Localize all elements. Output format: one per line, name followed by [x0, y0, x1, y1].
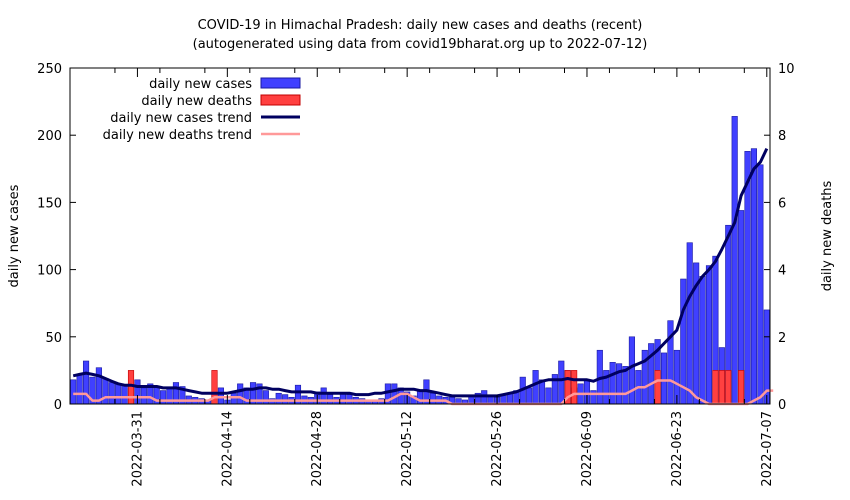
- cases-bar: [70, 379, 77, 405]
- cases-bar: [609, 362, 616, 405]
- cases-bar: [757, 164, 764, 405]
- y-axis-left: 0 50 100 150 200 250: [37, 62, 76, 413]
- legend-label-cases-trend: daily new cases trend: [110, 111, 252, 126]
- cases-bar: [282, 394, 289, 405]
- cases-bar: [686, 242, 693, 405]
- cases-bar: [275, 392, 282, 405]
- y-axis-right: 0 2 4 6 8 10: [764, 62, 795, 413]
- cases-bar: [327, 394, 334, 405]
- deaths-bar: [654, 370, 661, 405]
- cases-trend-line: [72, 147, 769, 398]
- x-tick-label: 2022-06-09: [580, 411, 595, 487]
- y2-tick-label: 0: [778, 398, 786, 413]
- y2-tick-label: 8: [778, 129, 786, 144]
- y-tick-label: 150: [37, 196, 62, 211]
- cases-bar: [237, 383, 244, 405]
- cases-bar: [121, 384, 128, 405]
- cases-bar: [140, 387, 147, 405]
- cases-bar: [545, 387, 552, 405]
- y-tick-label: 250: [37, 62, 62, 77]
- cases-bar: [339, 392, 346, 405]
- y2-tick-label: 4: [778, 264, 786, 279]
- cases-bar: [590, 390, 597, 405]
- deaths-bar: [571, 370, 578, 405]
- y2-tick-label: 6: [778, 196, 786, 211]
- cases-bar: [429, 392, 436, 405]
- cases-bar: [102, 378, 109, 405]
- plot-frame: [69, 67, 771, 405]
- y-axis-label: daily new cases: [7, 184, 22, 287]
- cases-bar: [346, 394, 353, 405]
- cases-bar: [558, 360, 565, 405]
- cases-bar: [526, 387, 533, 405]
- x-tick-label: 2022-06-23: [670, 411, 685, 487]
- deaths-bar: [127, 370, 135, 405]
- cases-bar: [217, 387, 224, 405]
- legend-label-deaths-trend: daily new deaths trend: [103, 128, 252, 143]
- chart-title: COVID-19 in Himachal Pradesh: daily new …: [198, 18, 643, 33]
- cases-bars: [70, 116, 770, 405]
- x-tick-label: 2022-05-26: [490, 411, 505, 487]
- y-tick-label: 200: [37, 129, 62, 144]
- cases-bar: [230, 392, 237, 405]
- cases-bar: [660, 352, 668, 405]
- cases-bar: [699, 276, 706, 405]
- legend-swatch-cases: [260, 77, 301, 89]
- x-tick-label: 2022-07-07: [760, 411, 775, 487]
- y2-tick-label: 10: [778, 62, 795, 77]
- deaths-trend-line: [73, 379, 774, 406]
- cases-bar: [750, 148, 757, 405]
- legend-swatch-deaths: [260, 94, 301, 106]
- cases-bar: [416, 390, 424, 405]
- x-tick-label: 2022-04-28: [310, 411, 325, 487]
- cases-bar: [616, 363, 623, 405]
- cases-bar: [731, 116, 738, 405]
- deaths-bar: [738, 370, 745, 405]
- cases-bar: [391, 383, 398, 405]
- cases-bar: [628, 336, 635, 405]
- x-tick-label: 2022-04-14: [220, 411, 235, 487]
- y-tick-label: 50: [45, 331, 62, 346]
- cases-bar: [532, 370, 539, 405]
- x-tick-label: 2022-03-31: [130, 411, 145, 487]
- legend-label-deaths: daily new deaths: [141, 94, 252, 109]
- y-tick-label: 0: [54, 398, 62, 413]
- chart-subtitle: (autogenerated using data from covid19bh…: [193, 37, 648, 52]
- x-tick-label: 2022-05-12: [400, 411, 415, 487]
- cases-bar: [705, 265, 713, 405]
- cases-bar: [115, 383, 122, 405]
- y2-tick-label: 2: [778, 331, 786, 346]
- x-axis: 2022-03-31 2022-04-14 2022-04-28 2022-05-12…: [69, 68, 775, 487]
- deaths-bar: [725, 370, 732, 405]
- y2-axis-label: daily new deaths: [820, 180, 835, 291]
- cases-bar: [76, 374, 83, 405]
- legend: daily new cases daily new deaths daily n…: [103, 77, 301, 143]
- cases-bar: [160, 390, 167, 405]
- deaths-bar: [718, 370, 725, 405]
- y-tick-label: 100: [37, 264, 62, 279]
- cases-bar: [262, 390, 269, 405]
- legend-label-cases: daily new cases: [149, 77, 252, 92]
- deaths-bar: [712, 370, 719, 405]
- cases-bar: [108, 382, 115, 405]
